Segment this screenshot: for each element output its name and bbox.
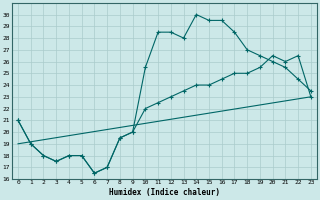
- X-axis label: Humidex (Indice chaleur): Humidex (Indice chaleur): [109, 188, 220, 197]
